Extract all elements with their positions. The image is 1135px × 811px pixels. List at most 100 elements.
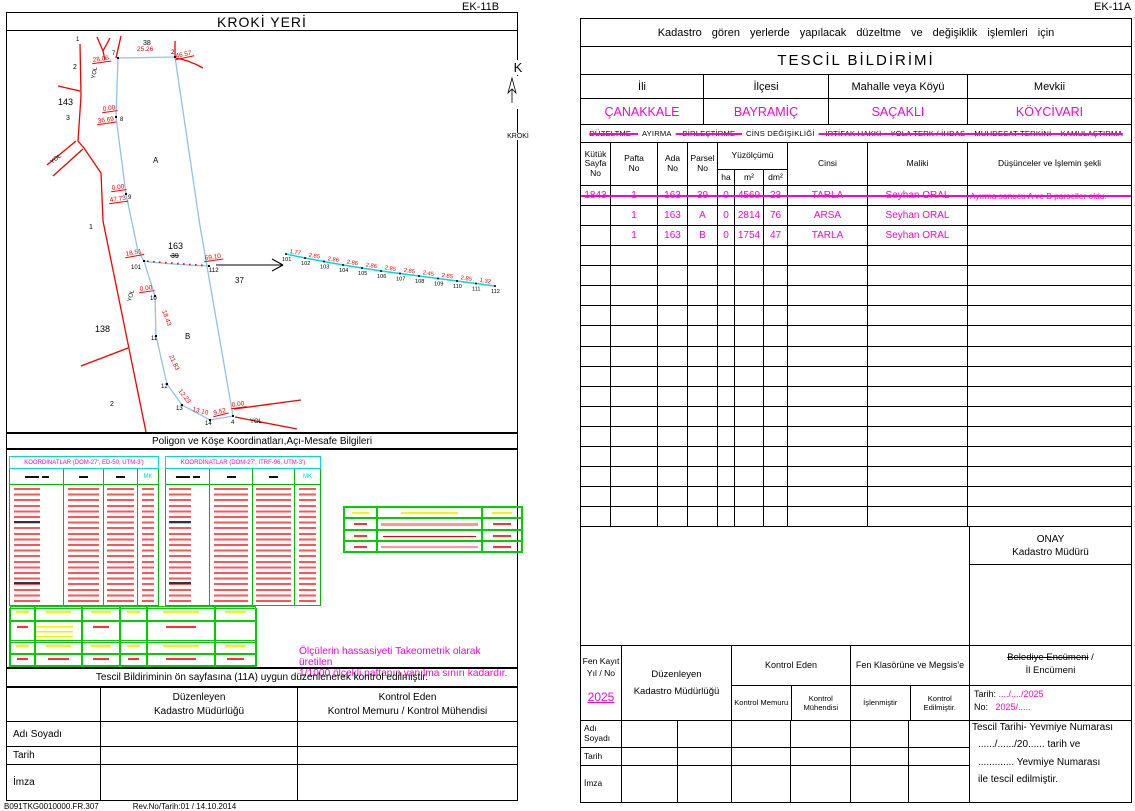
map-label: 111 (472, 287, 481, 293)
table-cell (788, 466, 868, 486)
table-cell (735, 486, 764, 506)
table-row: 1843 1 163 39 0 4569 23 TARLA Seyhan ORAL Ayırma … (581, 186, 1131, 207)
mevkii-value: KÖYCİVARI (1015, 104, 1084, 119)
table-cell: Seyhan ORAL (868, 226, 968, 246)
table-cell (611, 246, 658, 266)
map-label: 2 (171, 50, 175, 56)
maliki-header: Maliki (868, 143, 968, 185)
table-cell (764, 286, 788, 306)
vertex-marker (154, 295, 156, 297)
table-cell (718, 406, 735, 426)
parcels-table-body: 1843 1 163 39 0 4569 23 TARLA Seyhan ORAL Ayırma … (581, 186, 1131, 528)
table-cell (788, 507, 868, 527)
table-cell (968, 427, 1131, 446)
table-cell: 76 (764, 206, 788, 226)
table-cell (611, 286, 658, 306)
control-note: Tescil Bildiriminin ön sayfasına (11A) u… (6, 668, 518, 687)
map-line (46, 140, 84, 177)
map-label: 112 (491, 289, 500, 295)
distance-label: 0.00 (111, 183, 125, 192)
distance-label: 0.00 (139, 284, 153, 293)
table-cell (658, 246, 688, 266)
table-cell (788, 326, 868, 346)
table-cell: 39 (688, 186, 718, 206)
measure-summary-table (343, 506, 523, 553)
table-cell (581, 306, 611, 326)
pafta-header: Pafta No (611, 143, 658, 185)
empty-cell (732, 765, 791, 802)
divider-tick (177, 262, 179, 265)
map-label: 13 (176, 406, 183, 412)
table-cell (658, 466, 688, 486)
vertex-marker (166, 383, 168, 385)
table-row (581, 326, 1131, 347)
table-cell: B (688, 226, 718, 246)
distance-label: 2.85 (308, 253, 320, 261)
il-encumeni: İl Encümeni (1025, 665, 1076, 677)
table-row (581, 306, 1131, 327)
kontrol-eden-col: Kontrol Eden Kontrol Memuru Kontrol Mühe… (732, 645, 851, 720)
table-cell (968, 306, 1131, 325)
table-cell: A (688, 206, 718, 226)
table-cell: 2814 (735, 206, 764, 226)
vertex-marker (115, 116, 117, 118)
coord-values (166, 485, 320, 605)
coord-table-itrf96-header: KOORDİNATLAR (DOM-27', ITRF-96, UTM-3') (165, 456, 321, 469)
tescil-header: Tescil Tarihi- Yevmiye Numarası (972, 721, 1113, 733)
table-cell (788, 286, 868, 306)
map-line (216, 258, 284, 272)
map-label: 9 (128, 195, 132, 201)
vertex-marker (208, 265, 210, 267)
empty-cell (678, 720, 732, 747)
table-cell (658, 306, 688, 326)
map-label: YOL (50, 153, 64, 166)
operation-struck: – İRTİFAK HAKKI – YOLA TERK / İHDAS – MU… (818, 129, 1123, 138)
left-corner-label: EK-11B (462, 1, 500, 13)
distance-label: 18.51 (125, 248, 143, 258)
table-row (581, 246, 1131, 267)
divider-tick (171, 262, 173, 264)
table-cell (718, 266, 735, 286)
table-cell (581, 346, 611, 366)
table-cell (764, 406, 788, 426)
mevkii-header: Mevkii (1033, 80, 1066, 93)
table-cell (968, 326, 1131, 345)
table-cell: 1 (611, 226, 658, 246)
distance-label: 12.23 (176, 388, 192, 405)
map-line (96, 36, 111, 61)
right-corner-label: EK-11A (1094, 1, 1132, 13)
distance-label: 2.85 (441, 273, 453, 281)
map-line (174, 57, 204, 69)
table-cell (868, 466, 968, 486)
table-cell (581, 486, 611, 506)
map-label: 39 (171, 253, 179, 260)
table-cell: 163 (658, 226, 688, 246)
map-label: 37 (235, 276, 244, 285)
table-cell (658, 446, 688, 466)
map-label: 110 (453, 284, 462, 290)
map-label: 109 (434, 282, 443, 288)
distance-label: 13.10 (192, 406, 210, 417)
map-line (285, 253, 496, 287)
distance-label: 1.32 (479, 278, 491, 286)
empty-cell (851, 747, 909, 765)
belediye-encumeni-struck: Belediye Encümeni (1007, 652, 1089, 664)
table-cell (688, 346, 718, 366)
divider-tick (153, 260, 155, 263)
table-cell: TARLA (788, 186, 868, 206)
table-cell (688, 266, 718, 286)
signature-row: İmza (581, 765, 969, 802)
table-cell: 47 (764, 226, 788, 246)
table-row (581, 446, 1131, 467)
map-line (57, 85, 81, 92)
parcels-table-header: Kütük Sayfa No Pafta No Ada No Parsel No Yüzö… (581, 143, 1131, 186)
divider-tick (147, 260, 149, 263)
map-label: 138 (95, 324, 110, 334)
mk-label: MK (303, 473, 312, 480)
row-label-tarih: Tarih (7, 747, 101, 765)
table-cell (658, 366, 688, 386)
table-cell: 163 (658, 206, 688, 226)
empty-cell (791, 765, 851, 802)
distance-label: 2.86 (327, 256, 339, 264)
table-cell (968, 206, 1131, 225)
